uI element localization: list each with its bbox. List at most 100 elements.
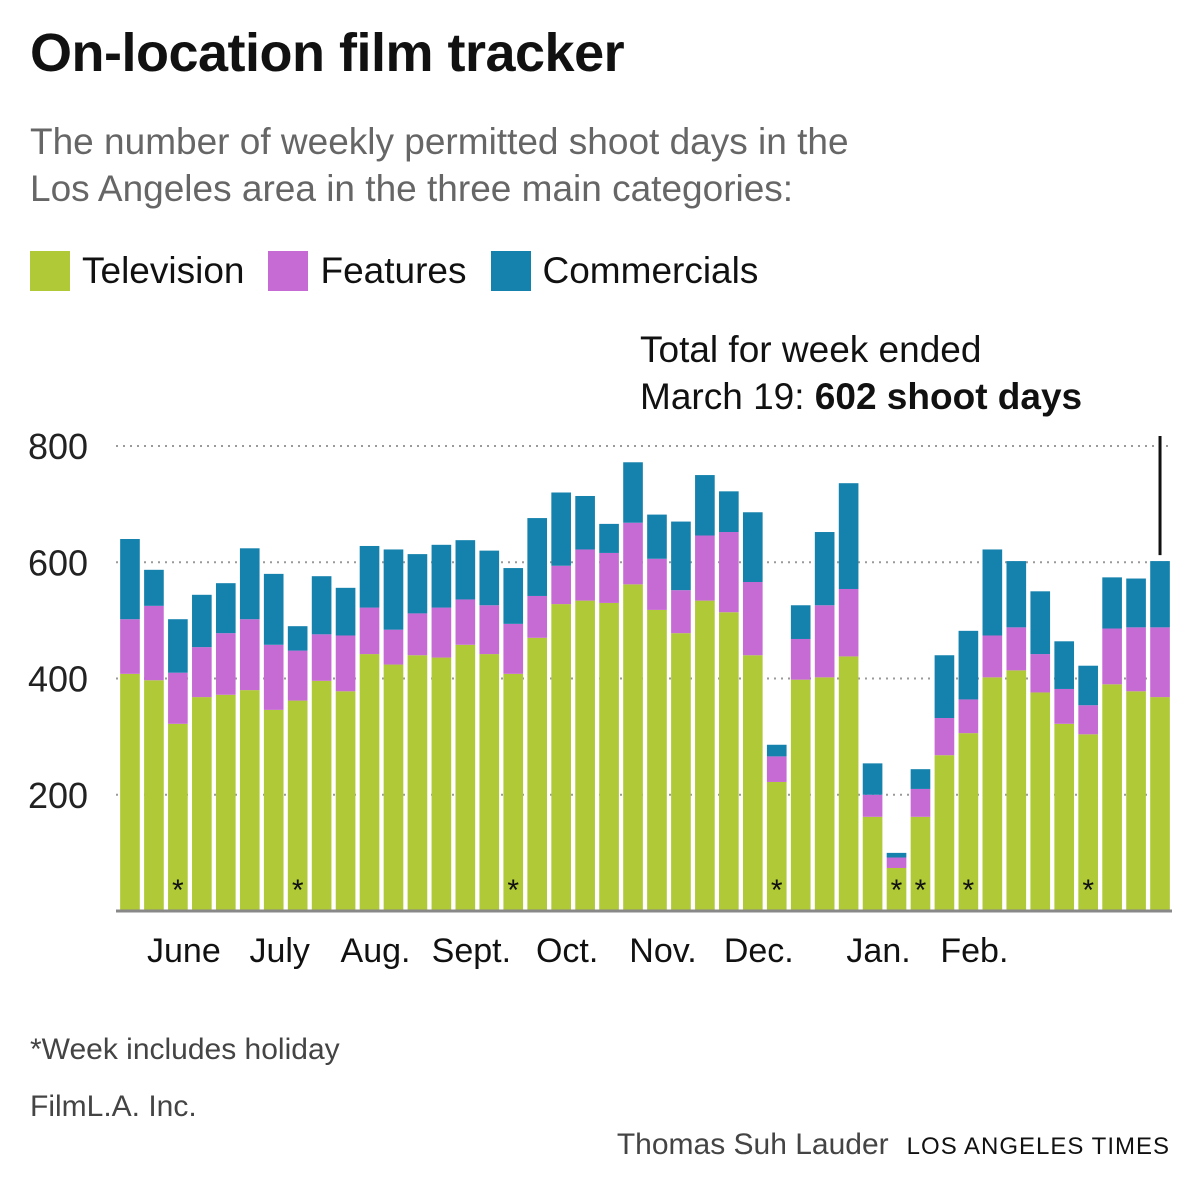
bar-television-week-36 [958,733,979,911]
y-tick-label: 400 [28,659,88,700]
bar-features-week-27 [742,582,763,656]
y-tick-label: 200 [28,775,88,816]
x-tick-label: Nov. [629,932,696,970]
bar-commercials-week-24 [671,521,691,591]
legend-label-commercials: Commercials [542,250,759,291]
bar-features-week-8 [287,650,308,701]
bar-television-week-43 [1126,691,1146,911]
bar-features-week-34 [910,788,931,817]
holiday-marker: * [292,874,304,907]
bar-commercials-week-7 [263,573,284,645]
holiday-marker: * [963,874,975,907]
stacked-bar-chart: 200 400 600 800 * * * * * * * * June July Aug. Sept. O… [28,426,1172,970]
bar-television-week-18 [527,637,548,911]
bar-television-week-27 [742,655,763,911]
bar-commercials-week-19 [551,492,571,566]
bar-commercials-week-26 [719,491,739,533]
bar-commercials-week-41 [1078,665,1098,706]
bar-features-week-14 [431,607,452,658]
bar-television-week-5 [215,694,236,911]
bar-television-week-31 [838,656,859,911]
bar-commercials-week-2 [144,569,164,606]
annotation-total: 602 shoot days [814,376,1083,417]
bar-television-week-17 [503,673,524,911]
bar-commercials-week-4 [192,594,212,648]
legend-label-television: Television [82,250,245,291]
bar-television-week-24 [671,633,691,911]
bar-commercials-week-12 [383,549,404,630]
bar-features-week-7 [263,644,284,710]
subtitle-line-1: The number of weekly permitted shoot day… [30,121,849,162]
bar-features-week-43 [1126,627,1146,692]
credit: Thomas Suh Lauder LOS ANGELES TIMES [617,1128,1170,1162]
legend-label-features: Features [320,250,467,291]
legend-item-television: Television [30,250,244,292]
legend-item-commercials: Commercials [490,250,759,292]
annotation-line-2: March 19: 602 shoot days [640,373,1160,420]
bar-features-week-39 [1030,654,1051,693]
bar-television-week-41 [1078,734,1098,911]
bar-television-week-16 [479,654,500,911]
bar-features-week-25 [695,535,715,601]
bar-television-week-35 [934,755,955,911]
source: FilmL.A. Inc. [30,1090,197,1123]
bar-commercials-week-17 [503,568,524,624]
bar-television-week-2 [144,680,164,911]
bar-features-week-29 [790,638,811,680]
bar-features-week-5 [215,633,236,695]
bar-commercials-week-1 [120,539,140,620]
bar-commercials-week-6 [239,548,260,620]
bar-commercials-week-15 [455,540,476,600]
bar-commercials-week-21 [599,523,619,553]
bar-features-week-26 [719,532,739,613]
bar-television-week-15 [455,644,476,911]
y-tick-label: 800 [28,426,88,467]
bar-commercials-week-42 [1102,577,1122,629]
bar-commercials-week-25 [695,475,715,536]
bar-features-week-20 [575,549,595,601]
legend-swatch-commercials [490,251,531,291]
legend-swatch-features [268,251,309,291]
chart-title: On-location film tracker [30,23,625,83]
bar-features-week-36 [958,699,979,734]
bar-features-week-2 [144,605,164,681]
x-tick-label: July [249,932,309,970]
bar-commercials-week-33 [886,852,907,858]
bar-television-week-7 [263,709,284,911]
bar-television-week-1 [120,673,140,911]
bar-commercials-week-23 [647,514,667,559]
bar-commercials-week-27 [742,512,763,583]
bar-commercials-week-32 [862,763,883,795]
bar-television-week-38 [1006,670,1027,911]
bar-television-week-44 [1150,697,1170,911]
bar-television-week-34 [910,816,931,911]
bar-commercials-week-39 [1030,591,1051,655]
legend-item-features: Features [268,250,467,292]
bar-television-week-37 [982,677,1003,911]
bar-features-week-11 [359,607,380,655]
bar-television-week-19 [551,604,571,911]
bar-features-week-21 [599,552,619,603]
bar-television-week-10 [335,691,356,911]
bar-commercials-week-16 [479,550,500,606]
bar-features-week-40 [1054,688,1075,724]
y-tick-label: 600 [28,542,88,583]
chart-subtitle: The number of weekly permitted shoot day… [30,118,1030,212]
credit-publication: LOS ANGELES TIMES [906,1133,1170,1160]
bar-commercials-week-28 [766,744,787,757]
bar-features-week-42 [1102,628,1122,685]
bar-commercials-week-34 [910,769,931,789]
bar-television-week-11 [359,654,380,911]
holiday-marker: * [915,874,927,907]
bar-commercials-week-35 [934,655,955,719]
bar-television-week-26 [719,612,739,911]
bar-features-week-30 [814,605,835,678]
bar-television-week-40 [1054,723,1075,911]
bar-television-week-14 [431,657,452,911]
holiday-marker: * [1082,874,1094,907]
bar-features-week-37 [982,635,1003,678]
bar-television-week-39 [1030,692,1051,911]
credit-author: Thomas Suh Lauder [616,1128,889,1161]
bar-features-week-13 [407,613,428,656]
x-tick-label: Dec. [724,932,794,970]
